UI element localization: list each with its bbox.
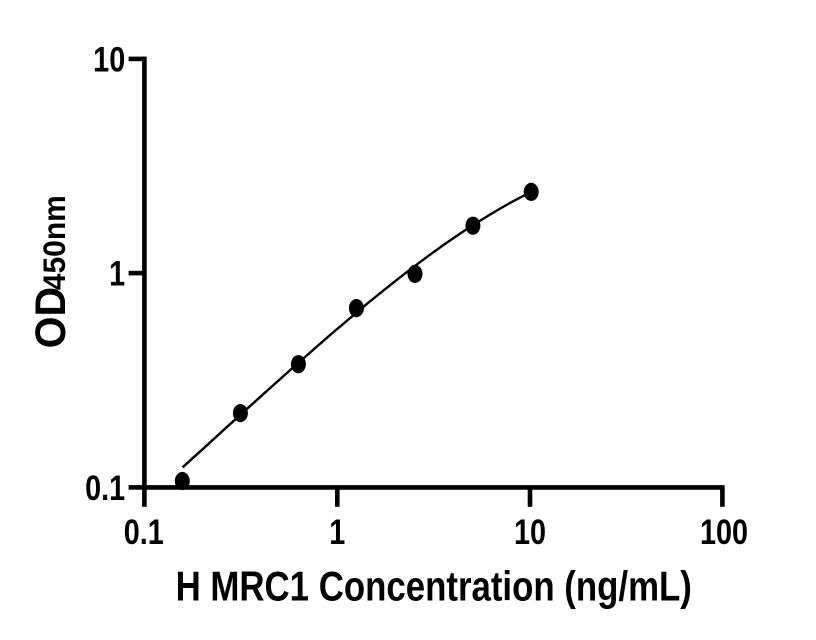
svg-text:0.1: 0.1 [124,512,164,552]
svg-text:1: 1 [109,254,125,294]
svg-text:H MRC1 Concentration (ng/mL): H MRC1 Concentration (ng/mL) [176,563,692,610]
svg-text:10: 10 [514,512,546,552]
svg-text:450nm: 450nm [37,195,73,290]
svg-text:10: 10 [93,39,125,79]
svg-text:OD: OD [27,287,75,348]
svg-text:100: 100 [700,512,748,552]
svg-text:0.1: 0.1 [85,468,125,508]
svg-text:1: 1 [329,512,345,552]
